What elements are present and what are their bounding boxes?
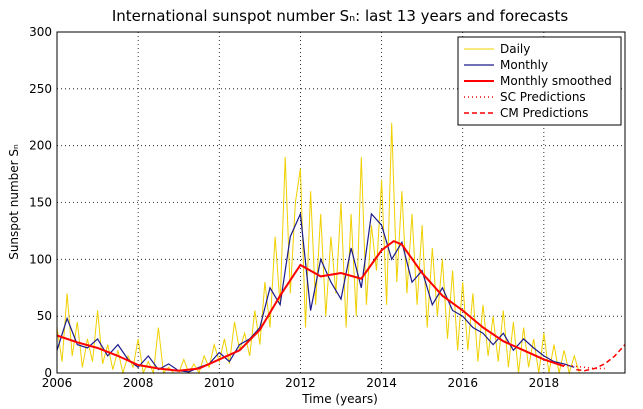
legend-label: Daily [500,42,530,56]
series-line [56,122,580,375]
x-tick-label: 2014 [366,376,397,390]
x-tick-label: 2016 [447,376,478,390]
series-line [564,364,605,370]
legend-label: CM Predictions [500,106,588,120]
plot-frame [56,31,626,374]
series-line [576,344,626,372]
legend-label: Monthly smoothed [500,74,612,88]
y-tick-label: 0 [44,366,52,380]
y-tick-label: 200 [29,139,52,153]
legend-label: SC Predictions [500,90,586,104]
y-tick-label: 150 [29,196,52,210]
legend-label: Monthly [500,58,548,72]
y-tick-label: 250 [29,82,52,96]
x-tick-label: 2018 [529,376,560,390]
x-tick-label: 2008 [123,376,154,390]
x-tick-label: 2010 [204,376,235,390]
x-axis-label: Time (years) [301,392,378,406]
series-line [56,211,575,373]
chart-title: International sunspot number Sₙ: last 13… [112,7,568,25]
y-tick-label: 50 [37,309,52,323]
x-tick-label: 2006 [42,376,73,390]
x-tick-label: 2012 [285,376,316,390]
y-tick-label: 300 [29,25,52,39]
y-tick-label: 100 [29,252,52,266]
series-line [56,239,565,372]
y-axis-label: Sunspot number Sₙ [7,144,21,260]
